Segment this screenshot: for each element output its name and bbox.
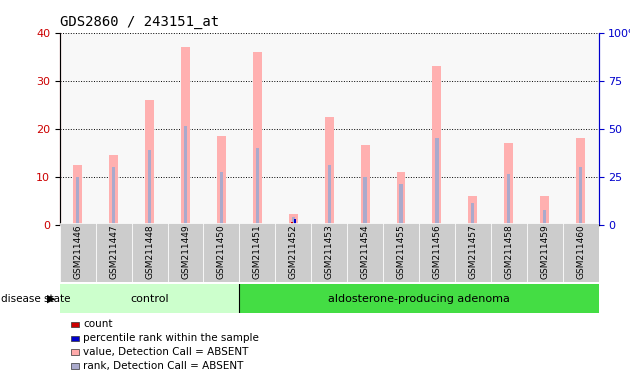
Bar — [181, 47, 190, 225]
Text: GSM211456: GSM211456 — [432, 225, 442, 279]
FancyBboxPatch shape — [132, 223, 168, 282]
FancyBboxPatch shape — [527, 223, 563, 282]
Bar — [294, 219, 295, 225]
Text: GSM211448: GSM211448 — [145, 225, 154, 279]
FancyBboxPatch shape — [239, 223, 275, 282]
Bar — [239, 284, 598, 313]
Text: value, Detection Call = ABSENT: value, Detection Call = ABSENT — [83, 347, 248, 357]
Text: GSM211450: GSM211450 — [217, 225, 226, 279]
Bar — [112, 167, 115, 225]
Text: rank, Detection Call = ABSENT: rank, Detection Call = ABSENT — [83, 361, 244, 371]
Bar — [579, 167, 582, 225]
Text: GSM211451: GSM211451 — [253, 225, 262, 279]
Bar — [109, 155, 118, 225]
Bar — [399, 184, 403, 225]
Bar — [289, 214, 298, 225]
Bar — [360, 146, 370, 225]
Text: GSM211449: GSM211449 — [181, 225, 190, 279]
Text: disease state: disease state — [1, 294, 71, 304]
Text: GSM211460: GSM211460 — [576, 225, 585, 279]
Text: GSM211454: GSM211454 — [360, 225, 370, 279]
Text: percentile rank within the sample: percentile rank within the sample — [83, 333, 259, 343]
Text: GSM211459: GSM211459 — [540, 225, 549, 279]
Bar — [507, 174, 510, 225]
Text: GDS2860 / 243151_at: GDS2860 / 243151_at — [60, 15, 219, 29]
Bar — [432, 66, 442, 225]
Text: GSM211452: GSM211452 — [289, 225, 298, 279]
Bar — [253, 52, 262, 225]
FancyBboxPatch shape — [203, 223, 239, 282]
FancyBboxPatch shape — [347, 223, 383, 282]
Bar — [328, 165, 331, 225]
Bar — [576, 138, 585, 225]
Bar — [148, 150, 151, 225]
FancyBboxPatch shape — [455, 223, 491, 282]
Bar — [145, 100, 154, 225]
Text: count: count — [83, 319, 113, 329]
Text: GSM211455: GSM211455 — [396, 225, 406, 279]
FancyBboxPatch shape — [275, 223, 311, 282]
Bar — [291, 222, 293, 225]
Bar — [435, 138, 438, 225]
FancyBboxPatch shape — [60, 223, 96, 282]
Bar — [73, 165, 83, 225]
Text: GSM211458: GSM211458 — [504, 225, 513, 279]
Bar — [540, 196, 549, 225]
Bar — [396, 172, 406, 225]
FancyBboxPatch shape — [563, 223, 598, 282]
Bar — [471, 203, 474, 225]
Bar — [256, 148, 259, 225]
FancyBboxPatch shape — [383, 223, 419, 282]
FancyBboxPatch shape — [491, 223, 527, 282]
Text: GSM211453: GSM211453 — [324, 225, 334, 279]
Bar — [76, 177, 79, 225]
Text: GSM211447: GSM211447 — [109, 225, 118, 279]
Text: ▶: ▶ — [47, 294, 55, 304]
Bar — [504, 143, 513, 225]
Bar — [292, 217, 295, 225]
Bar — [324, 117, 334, 225]
Bar — [217, 136, 226, 225]
Bar — [543, 210, 546, 225]
Text: aldosterone-producing adenoma: aldosterone-producing adenoma — [328, 293, 510, 304]
Bar — [468, 196, 478, 225]
Bar — [364, 177, 367, 225]
FancyBboxPatch shape — [96, 223, 132, 282]
FancyBboxPatch shape — [168, 223, 203, 282]
FancyBboxPatch shape — [419, 223, 455, 282]
Text: control: control — [130, 293, 169, 304]
Bar — [60, 284, 239, 313]
Text: GSM211457: GSM211457 — [468, 225, 478, 279]
FancyBboxPatch shape — [311, 223, 347, 282]
Bar — [184, 126, 187, 225]
Text: GSM211446: GSM211446 — [73, 225, 83, 279]
Bar — [220, 172, 223, 225]
